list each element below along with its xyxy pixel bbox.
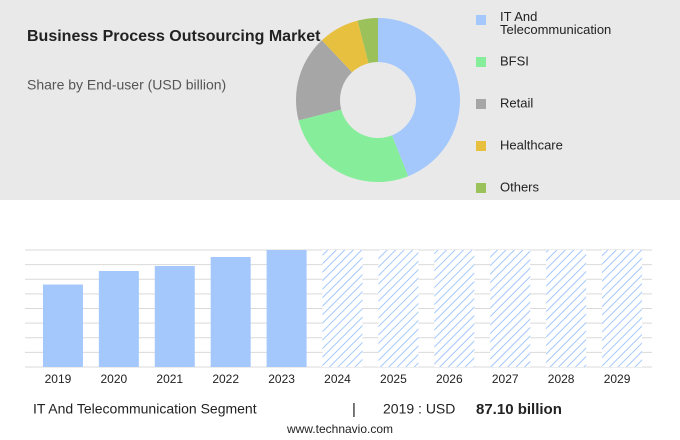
legend-swatch [476,183,486,193]
chart-title: Business Process Outsourcing Market [27,28,321,45]
legend-label: IT And Telecommunication [500,9,611,37]
donut-segment [378,18,460,177]
segment-label: IT And Telecommunication Segment [33,401,257,417]
x-tick-label: 2027 [492,372,519,386]
bar [98,271,139,367]
legend-swatch [476,99,486,109]
legend-swatch [476,15,486,25]
legend-label: BFSI [500,53,529,68]
value-label: 87.10 billion [476,401,562,418]
forecast-placeholder [490,250,531,367]
x-tick-label: 2020 [101,372,128,386]
x-tick-label: 2026 [436,372,463,386]
x-tick-label: 2022 [212,372,239,386]
bar [210,257,251,367]
forecast-placeholder [378,250,419,367]
forecast-placeholder [322,250,363,367]
bar [266,250,307,367]
x-tick-label: 2029 [604,372,631,386]
legend-swatch [476,57,486,67]
x-tick-label: 2021 [156,372,183,386]
forecast-placeholder [434,250,475,367]
legend-label: Healthcare [500,137,563,152]
donut-segment [296,40,352,121]
donut-segment [321,20,369,73]
x-tick-label: 2023 [268,372,295,386]
source: www.technavio.com [286,422,393,436]
legend-label: Retail [500,95,533,110]
forecast-placeholder [546,250,587,367]
donut-segment [357,18,378,64]
x-tick-label: 2019 [45,372,72,386]
separator: | [352,401,356,418]
x-tick-label: 2024 [324,372,351,386]
donut-segment [298,109,409,182]
chart-subtitle: Share by End-user (USD billion) [27,77,226,93]
year-unit: 2019 : USD [383,401,455,417]
bar [42,284,83,367]
legend-label: Others [500,179,540,194]
footer: IT And Telecommunication Segment | 2019 … [33,401,562,436]
forecast-placeholder [602,250,643,367]
x-tick-label: 2025 [380,372,407,386]
legend-swatch [476,141,486,151]
x-tick-label: 2028 [548,372,575,386]
bar [154,265,195,367]
